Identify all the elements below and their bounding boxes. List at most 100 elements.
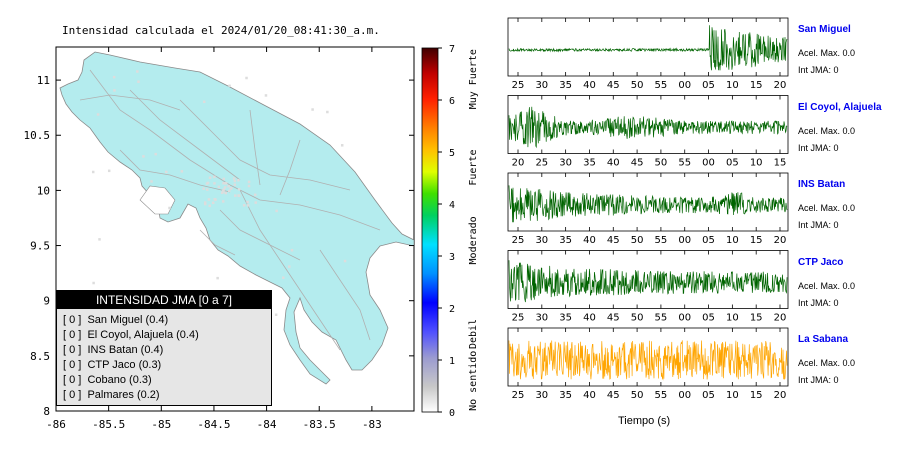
- map-x-tick-label: -86: [46, 418, 66, 431]
- station-marker: [254, 193, 257, 197]
- waveform-x-tick-label: 00: [678, 80, 691, 91]
- waveform-trace: [508, 260, 788, 303]
- station-marker: [180, 170, 184, 173]
- station-marker: [208, 176, 212, 180]
- station-marker: [208, 204, 212, 208]
- station-marker: [154, 152, 157, 156]
- waveform-x-tick-label: 40: [583, 80, 596, 91]
- waveform-x-tick-label: 35: [583, 158, 596, 169]
- waveform-x-tick-label: 15: [750, 313, 763, 324]
- waveform-frame: [507, 17, 789, 77]
- waveform-x-tick-label: 40: [583, 235, 596, 246]
- map-y-tick-label: 10: [37, 184, 50, 197]
- colorbar-tick-label: 5: [449, 148, 455, 159]
- max-acceleration-label: Acel. Max. 0.0: [798, 125, 856, 136]
- station-marker: [246, 204, 250, 207]
- station-marker: [232, 177, 236, 180]
- station-marker: [168, 206, 171, 210]
- waveform-x-tick-label: 55: [655, 235, 668, 246]
- station-name-label: El Coyol, Alajuela: [798, 101, 882, 113]
- waveform-x-tick-label: 55: [655, 390, 668, 401]
- station-marker: [343, 259, 347, 263]
- station-marker: [246, 200, 249, 204]
- legend-row: [ 0 ] INS Batan (0.4): [63, 344, 164, 356]
- station-marker: [247, 180, 251, 184]
- intensity-colorbar: 0 1 2 3 4 5 6 7 No sentido Debil Moderado Fuerte Mu…: [421, 44, 479, 419]
- colorbar-tick-label: 6: [449, 96, 455, 107]
- colorbar-category-label: Fuerte: [468, 150, 479, 186]
- station-name-label: La Sabana: [798, 334, 849, 345]
- waveform-x-tick-label: 45: [607, 390, 620, 401]
- station-marker: [223, 186, 227, 189]
- legend-row: [ 0 ] Palmares (0.2): [63, 389, 160, 401]
- map-x-tick-label: -83.5: [303, 418, 336, 431]
- waveform-x-tick-label: 35: [559, 80, 572, 91]
- waveform-panel: 20 25 30 35 40 45 50 55 00 05 10 15: [507, 95, 789, 169]
- waveform-x-tick-label: 15: [774, 158, 787, 169]
- station-marker: [242, 204, 246, 207]
- colorbar-category-label: No sentido: [468, 351, 479, 411]
- station-marker: [224, 182, 228, 185]
- waveform-x-tick-label: 55: [655, 80, 668, 91]
- waveform-x-tick-label: 20: [512, 158, 525, 169]
- colorbar-category-label: Debil: [468, 319, 479, 349]
- station-marker: [165, 170, 168, 174]
- waveform-x-tick-label: 20: [774, 390, 787, 401]
- station-marker: [227, 184, 230, 188]
- station-name-label: CTP Jaco: [798, 256, 844, 268]
- waveform-x-tick-label: 35: [559, 313, 572, 324]
- colorbar-tick-label: 7: [449, 44, 455, 55]
- waveform-x-tick-label: 40: [583, 390, 596, 401]
- station-marker: [282, 276, 285, 279]
- jma-intensity-label: Int JMA: 0: [798, 65, 839, 75]
- station-marker: [211, 201, 215, 205]
- colorbar-category-label: Moderado: [468, 216, 479, 264]
- waveform-x-tick-label: 15: [750, 390, 763, 401]
- costa-rica-land: [59, 51, 414, 385]
- waveform-x-tick-label: 30: [535, 390, 548, 401]
- max-acceleration-label: Acel. Max. 0.0: [798, 280, 856, 291]
- station-marker: [275, 209, 278, 213]
- station-marker: [220, 191, 224, 195]
- map-x-tick-label: -85.5: [92, 418, 125, 431]
- station-marker: [274, 313, 278, 316]
- colorbar-tick-label: 4: [449, 200, 455, 211]
- station-marker: [224, 191, 228, 195]
- station-name-label: San Miguel: [798, 24, 851, 35]
- map-y-tick-label: 8.5: [30, 350, 50, 363]
- waveform-x-tick-label: 50: [631, 80, 644, 91]
- waveform-x-tick-label: 15: [750, 80, 763, 91]
- waveform-x-tick-label: 50: [631, 313, 644, 324]
- waveform-x-tick-label: 25: [535, 158, 548, 169]
- station-marker: [136, 70, 139, 73]
- jma-intensity-label: Int JMA: 0: [798, 142, 839, 153]
- max-acceleration-label: Acel. Max. 0.0: [798, 358, 856, 368]
- intensity-legend: INTENSIDAD JMA [0 a 7] [ 0 ] San Miguel …: [56, 290, 272, 406]
- station-marker: [222, 181, 225, 185]
- legend-row: [ 0 ] CTP Jaco (0.3): [63, 359, 162, 371]
- waveform-trace: [508, 106, 788, 149]
- max-acceleration-label: Acel. Max. 0.0: [798, 203, 856, 213]
- waveform-frame: [507, 95, 789, 154]
- waveform-x-tick-label: 30: [535, 313, 548, 324]
- map-y-tick-label: 9: [43, 295, 50, 308]
- station-marker: [207, 198, 211, 201]
- waveform-panel: 25 30 35 40 45 50 55 00 05 10 15 20: [507, 17, 789, 91]
- station-marker: [92, 281, 95, 285]
- map-y-tick-label: 10.5: [24, 129, 51, 142]
- waveform-x-tick-label: 25: [512, 313, 525, 324]
- waveform-panel: 25 30 35 40 45 50 55 00 05 10 15 20: [507, 250, 789, 324]
- station-marker: [202, 187, 205, 190]
- waveform-x-tick-label: 35: [559, 235, 572, 246]
- waveform-x-tick-label: 45: [607, 235, 620, 246]
- max-acceleration-label: Acel. Max. 0.0: [798, 48, 856, 58]
- waveform-x-tick-label: 55: [678, 158, 691, 169]
- station-marker: [217, 185, 221, 189]
- jma-intensity-label: Int JMA: 0: [798, 297, 839, 308]
- waveform-x-tick-label: 55: [655, 313, 668, 324]
- map-y-tick-label: 9.5: [30, 240, 50, 253]
- station-marker: [142, 155, 145, 158]
- station-marker: [264, 94, 268, 97]
- jma-intensity-label: Int JMA: 0: [798, 375, 839, 385]
- station-marker: [203, 201, 207, 204]
